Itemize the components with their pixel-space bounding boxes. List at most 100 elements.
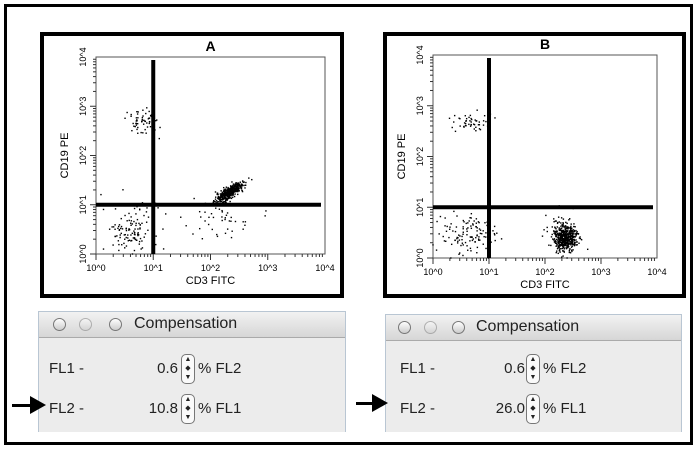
data-point xyxy=(478,128,481,130)
data-point xyxy=(226,191,229,194)
data-point xyxy=(551,233,553,236)
zoom-button[interactable] xyxy=(109,318,122,331)
close-button[interactable] xyxy=(398,321,411,334)
data-point xyxy=(136,122,139,125)
data-point xyxy=(123,234,126,236)
data-point xyxy=(227,193,229,196)
data-point xyxy=(564,231,567,233)
data-point xyxy=(574,230,576,233)
data-point xyxy=(555,242,557,244)
data-point xyxy=(462,244,464,246)
data-point xyxy=(557,242,560,244)
data-point xyxy=(133,125,135,127)
data-point xyxy=(570,236,573,238)
title-bar[interactable]: Compensation xyxy=(39,312,345,338)
data-point xyxy=(213,200,216,203)
data-point xyxy=(142,115,144,117)
data-point xyxy=(237,185,240,187)
x-tick-label: 10^4 xyxy=(315,263,334,273)
dialog-title: Compensation xyxy=(134,315,238,332)
data-point xyxy=(567,245,569,248)
data-point xyxy=(137,111,139,113)
stepper[interactable]: ▲ ◆ ▼ xyxy=(181,354,195,384)
data-point xyxy=(123,242,125,245)
data-point xyxy=(563,231,566,233)
data-point xyxy=(142,109,144,111)
comp-value[interactable]: 10.8 xyxy=(148,400,178,417)
data-point xyxy=(133,207,136,210)
data-point xyxy=(558,245,560,247)
data-point xyxy=(471,239,474,242)
data-point xyxy=(125,227,128,230)
data-point xyxy=(563,239,565,242)
data-point xyxy=(114,228,116,230)
data-point xyxy=(125,229,128,232)
scatter-plot-a: A 10^0 10^1 10^2 10^3 10^4 10^0 10^1 10^2 10^3 10^… xyxy=(59,38,335,287)
data-point xyxy=(229,200,231,203)
close-button[interactable] xyxy=(53,318,66,331)
x-tick-label: 10^1 xyxy=(479,267,498,277)
minimize-button[interactable] xyxy=(79,318,92,331)
data-point xyxy=(561,231,563,234)
data-point xyxy=(238,189,240,191)
data-point xyxy=(224,199,227,202)
data-point xyxy=(227,188,229,190)
data-point xyxy=(576,232,578,234)
data-point xyxy=(231,230,233,232)
data-point xyxy=(230,236,233,239)
data-point xyxy=(149,114,152,117)
comp-value[interactable]: 0.6 xyxy=(157,360,178,377)
data-point xyxy=(561,224,563,226)
data-point xyxy=(456,215,458,217)
data-point xyxy=(470,236,472,238)
data-point xyxy=(565,239,567,241)
stepper[interactable]: ▲ ◆ ▼ xyxy=(526,354,540,384)
data-point xyxy=(555,240,557,243)
row-label: FL1 - xyxy=(400,360,436,377)
arrow-indicator-b xyxy=(356,394,388,412)
data-point xyxy=(451,126,453,129)
data-point xyxy=(220,190,222,192)
row-label: FL2 - xyxy=(400,400,436,417)
comp-value[interactable]: 26.0 xyxy=(495,400,525,417)
arrow-indicator-a xyxy=(12,396,46,414)
data-point xyxy=(454,130,457,133)
data-point xyxy=(459,117,461,120)
comp-value[interactable]: 0.6 xyxy=(504,360,525,377)
data-point xyxy=(562,233,565,235)
data-point xyxy=(557,240,559,243)
data-point xyxy=(130,234,132,236)
data-point xyxy=(482,124,485,126)
data-point xyxy=(580,239,583,241)
data-point xyxy=(230,186,233,189)
data-point xyxy=(248,177,250,179)
zoom-button[interactable] xyxy=(452,321,465,334)
data-point xyxy=(476,246,479,249)
data-point xyxy=(557,241,559,243)
data-point xyxy=(146,107,148,109)
title-bar[interactable]: Compensation xyxy=(386,315,681,341)
data-point xyxy=(102,208,105,211)
x-tick-label: 10^2 xyxy=(535,267,554,277)
minimize-button[interactable] xyxy=(424,321,437,334)
compensation-dialog-b: Compensation FL1 - 0.6 ▲ ◆ ▼ % FL2 FL2 - 2… xyxy=(385,314,682,432)
data-point xyxy=(571,250,573,253)
data-point xyxy=(569,236,571,239)
data-point xyxy=(139,237,142,240)
data-point xyxy=(562,222,564,224)
data-point xyxy=(122,189,124,191)
data-point xyxy=(233,195,236,198)
stepper[interactable]: ▲ ◆ ▼ xyxy=(181,394,195,424)
data-point xyxy=(558,242,560,245)
data-point xyxy=(231,194,234,196)
data-point xyxy=(225,201,227,204)
data-point xyxy=(569,241,571,243)
x-tick-label: 10^0 xyxy=(86,263,105,273)
data-point xyxy=(149,125,152,128)
data-point xyxy=(454,230,457,233)
data-point xyxy=(141,120,143,122)
stepper[interactable]: ▲ ◆ ▼ xyxy=(526,394,540,424)
data-point xyxy=(227,187,230,190)
data-point xyxy=(573,244,575,246)
data-point xyxy=(559,251,561,253)
